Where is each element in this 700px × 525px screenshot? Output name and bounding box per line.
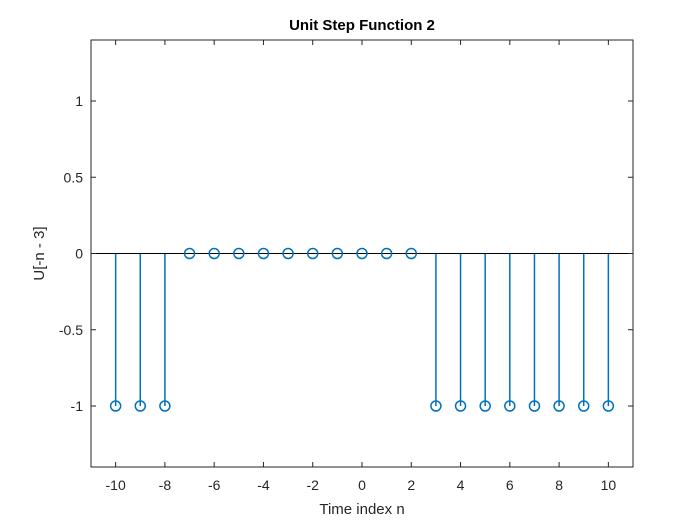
stem-markers bbox=[109, 247, 615, 412]
x-tick-label: -10 bbox=[106, 477, 126, 493]
stem-marker bbox=[602, 400, 615, 412]
stem-marker bbox=[233, 247, 245, 260]
stem-marker bbox=[183, 247, 196, 260]
stem-marker bbox=[553, 400, 565, 412]
y-tick-label: -0.5 bbox=[59, 322, 83, 338]
stem-marker bbox=[479, 400, 491, 412]
stem-marker bbox=[306, 247, 319, 260]
stem-marker bbox=[380, 247, 393, 260]
x-axis-ticks: -10 -8 -6 -4 -2 0 2 4 6 8 10 bbox=[106, 40, 617, 493]
stem-marker bbox=[134, 400, 147, 412]
x-tick-label: -8 bbox=[159, 477, 172, 493]
chart-title: Unit Step Function 2 bbox=[289, 17, 435, 34]
stem-marker bbox=[405, 247, 418, 260]
y-tick-label: -1 bbox=[71, 398, 84, 414]
stem-marker bbox=[109, 400, 122, 412]
stem-marker bbox=[454, 400, 467, 412]
stem-marker bbox=[331, 247, 344, 260]
stem-series bbox=[114, 253, 610, 406]
x-tick-label: 8 bbox=[555, 477, 563, 493]
x-tick-label: -6 bbox=[208, 477, 221, 493]
stem-marker bbox=[159, 400, 171, 412]
x-tick-label: 4 bbox=[457, 477, 465, 493]
y-tick-label: 0.5 bbox=[64, 169, 84, 185]
stem-marker bbox=[356, 247, 368, 260]
x-tick-label: 10 bbox=[601, 477, 617, 493]
y-axis-label: U[-n - 3] bbox=[31, 226, 48, 280]
y-tick-label: 1 bbox=[75, 93, 83, 109]
stem-marker bbox=[504, 400, 516, 412]
x-tick-label: -2 bbox=[307, 477, 320, 493]
stem-marker bbox=[282, 247, 294, 260]
y-axis-ticks: -1 -0.5 0 0.5 1 bbox=[59, 93, 633, 414]
stem-marker bbox=[528, 400, 541, 412]
stem-marker bbox=[577, 400, 590, 412]
stem-marker bbox=[208, 247, 220, 260]
x-axis-label: Time index n bbox=[319, 501, 404, 518]
x-tick-label: 0 bbox=[358, 477, 366, 493]
stem-marker bbox=[430, 400, 442, 412]
x-tick-label: 2 bbox=[407, 477, 415, 493]
stem-marker bbox=[257, 247, 270, 260]
x-tick-label: 6 bbox=[506, 477, 514, 493]
x-tick-label: -4 bbox=[257, 477, 270, 493]
y-tick-label: 0 bbox=[75, 246, 83, 262]
